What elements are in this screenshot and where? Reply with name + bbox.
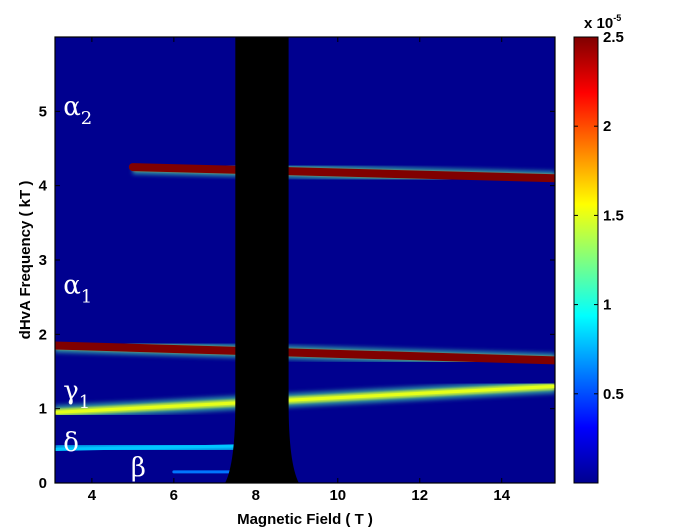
x-tick-label: 10 xyxy=(329,487,346,504)
band-4 xyxy=(55,438,237,457)
y-tick-label: 0 xyxy=(39,475,47,492)
bands-layer xyxy=(55,160,555,479)
band-label: α2 xyxy=(63,92,92,129)
x-axis-label: Magnetic Field ( T ) xyxy=(237,511,373,528)
x-axis-ticks: 4 6 8 10 12 14 xyxy=(88,37,511,504)
band-label: α1 xyxy=(63,270,92,307)
band-core xyxy=(55,444,237,452)
x-tick-label: 12 xyxy=(411,487,428,504)
x-tick-label: 4 xyxy=(88,487,97,504)
x-tick-label: 14 xyxy=(493,487,510,504)
band-3 xyxy=(55,379,555,420)
x-tick-label: 8 xyxy=(252,487,260,504)
band-2 xyxy=(55,338,555,368)
band-label: δ xyxy=(63,428,79,458)
x-tick-label: 6 xyxy=(170,487,178,504)
colorbar-tick-label: 2.5 xyxy=(603,29,624,46)
band-core xyxy=(55,341,555,365)
y-tick-label: 5 xyxy=(39,103,47,120)
band-core xyxy=(128,163,555,183)
colorbar-ticks: 0.5 1 1.5 2 2.5 xyxy=(574,29,624,403)
colorbar-multiplier: x 10-5 xyxy=(584,13,621,32)
y-axis-label: dHvA Frequency ( kT ) xyxy=(17,181,34,340)
band-label: γ1 xyxy=(63,376,90,413)
y-tick-label: 4 xyxy=(39,178,48,195)
band-label: β xyxy=(131,453,146,483)
band-1 xyxy=(128,160,555,186)
colorbar-tick-label: 1.5 xyxy=(603,207,624,224)
colorbar-tick-label: 0.5 xyxy=(603,386,624,403)
masked-field-region xyxy=(225,37,299,483)
band-labels: α2 α1 γ1 δ β xyxy=(63,92,146,483)
colorbar-tick-label: 2 xyxy=(603,118,611,135)
y-tick-label: 1 xyxy=(39,401,47,418)
band-core xyxy=(55,384,555,414)
y-axis-ticks: 0 1 2 3 4 5 xyxy=(39,103,555,492)
y-tick-label: 3 xyxy=(39,252,47,269)
colorbar xyxy=(573,36,599,484)
y-tick-label: 2 xyxy=(39,326,47,343)
plot-background xyxy=(55,37,555,483)
colorbar-tick-label: 1 xyxy=(603,297,611,314)
